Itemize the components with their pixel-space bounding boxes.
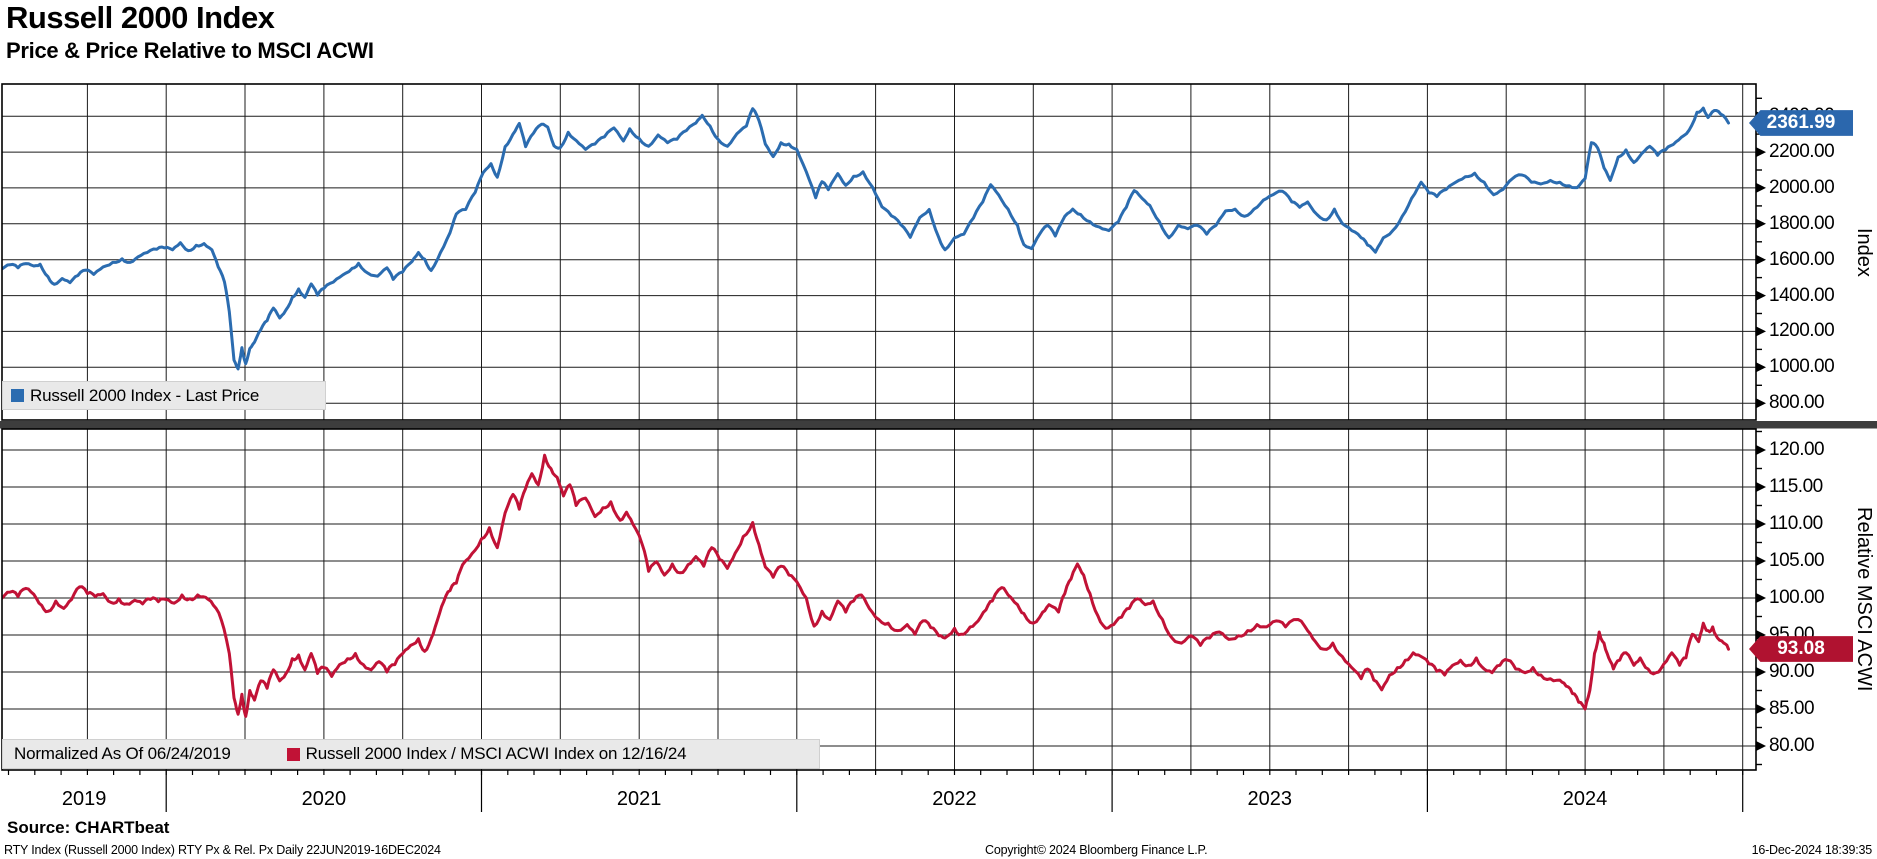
axis-title-relative-msci-acwi: Relative MSCI ACWI xyxy=(1853,507,1875,692)
gridlines xyxy=(2,84,1756,770)
y-tick-label: 2000.00 xyxy=(1769,176,1835,198)
axis-title-index: Index xyxy=(1853,227,1875,277)
last-price-tag: 2361.99 xyxy=(1749,110,1853,136)
y-tick-label: 1600.00 xyxy=(1769,248,1835,270)
panel-frames-and-ticks xyxy=(0,83,1877,812)
last-relative-value-tag: 93.08 xyxy=(1749,636,1853,662)
source-note: Source: CHARTbeat xyxy=(7,818,170,837)
x-year-label: 2019 xyxy=(61,788,107,810)
x-year-label: 2023 xyxy=(1247,788,1293,810)
y-tick-label: 80.00 xyxy=(1769,735,1815,756)
legend-bottom-panel: Normalized As Of 06/24/2019 Russell 2000… xyxy=(2,739,820,769)
footer-timestamp: 16-Dec-2024 18:39:35 xyxy=(1751,843,1873,857)
russell-2000-price-line[interactable] xyxy=(2,106,1730,371)
y-tick-label: 100.00 xyxy=(1769,587,1825,608)
x-year-label: 2024 xyxy=(1562,788,1608,810)
y-tick-label: 1200.00 xyxy=(1769,320,1835,342)
footer-security-info: RTY Index (Russell 2000 Index) RTY Px & … xyxy=(4,843,441,857)
y-tick-label: 120.00 xyxy=(1769,439,1825,460)
y-tick-label: 800.00 xyxy=(1769,392,1825,414)
x-year-label: 2022 xyxy=(932,788,977,810)
x-year-label: 2020 xyxy=(301,788,347,810)
y-tick-label: 1000.00 xyxy=(1769,356,1835,378)
y-tick-label: 105.00 xyxy=(1769,550,1825,571)
y-tick-label: 2200.00 xyxy=(1769,141,1835,163)
legend-top-label: Russell 2000 Index - Last Price xyxy=(30,385,260,405)
page-subtitle: Price & Price Relative to MSCI ACWI xyxy=(6,38,374,63)
y-tick-label: 1400.00 xyxy=(1769,284,1835,306)
red-series-swatch-icon xyxy=(286,747,300,761)
legend-top-panel: Russell 2000 Index - Last Price xyxy=(2,381,326,410)
y-tick-label: 85.00 xyxy=(1769,698,1815,719)
y-tick-label: 115.00 xyxy=(1769,476,1823,497)
y-tick-label: 90.00 xyxy=(1769,661,1815,682)
y-tick-label: 110.00 xyxy=(1769,513,1823,534)
relative-to-msci-acwi-line[interactable] xyxy=(2,453,1730,718)
blue-series-swatch-icon xyxy=(11,389,24,402)
page-title: Russell 2000 Index xyxy=(6,0,275,35)
legend-bottom-label: Russell 2000 Index / MSCI ACWI Index on … xyxy=(305,744,687,763)
footer-copyright: Copyright© 2024 Bloomberg Finance L.P. xyxy=(985,843,1208,857)
x-year-label: 2021 xyxy=(616,788,662,810)
y-tick-label: 1800.00 xyxy=(1769,212,1835,234)
normalized-note: Normalized As Of 06/24/2019 xyxy=(14,744,231,763)
